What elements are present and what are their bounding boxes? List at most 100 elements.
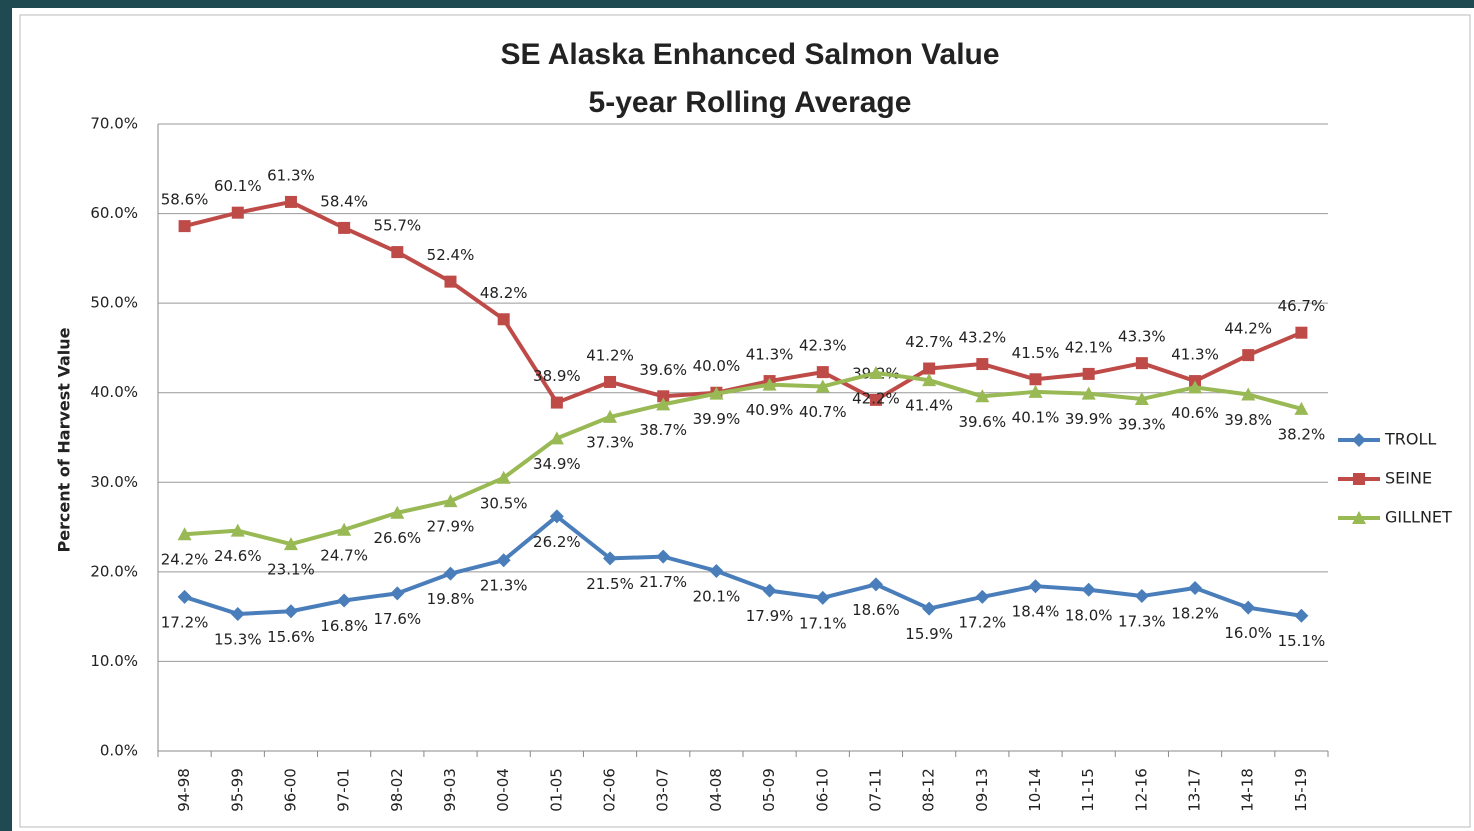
chart-border	[19, 14, 1471, 828]
series-line	[184, 199, 1303, 405]
marker	[231, 206, 244, 219]
marker	[230, 523, 245, 537]
y-tick-label: 0.0%	[100, 742, 138, 760]
data-label: 24.6%	[214, 547, 262, 565]
chart-title: SE Alaska Enhanced Salmon Value	[500, 38, 999, 71]
data-label: 16.8%	[320, 617, 368, 635]
data-label: 58.6%	[161, 191, 209, 209]
data-label: 40.7%	[799, 403, 847, 421]
marker	[1135, 357, 1148, 370]
y-tick-label: 50.0%	[90, 294, 138, 312]
marker	[815, 590, 830, 605]
marker	[443, 566, 458, 581]
x-tick-label: 99-03	[441, 768, 459, 812]
data-label: 17.1%	[799, 614, 847, 632]
data-label: 41.3%	[1171, 346, 1219, 364]
marker	[338, 221, 351, 234]
marker	[762, 583, 777, 598]
marker	[444, 275, 457, 288]
data-label: 43.3%	[1118, 328, 1166, 346]
data-label: 18.6%	[852, 601, 900, 619]
data-label: 58.4%	[320, 192, 368, 210]
data-label: 39.9%	[1065, 410, 1113, 428]
marker	[1353, 473, 1365, 485]
marker	[1029, 373, 1042, 386]
data-label: 41.3%	[746, 346, 794, 364]
marker	[1081, 582, 1096, 597]
data-label: 48.2%	[480, 284, 528, 302]
marker	[656, 397, 671, 411]
data-label: 61.3%	[267, 166, 315, 184]
marker	[496, 553, 511, 568]
y-tick-label: 10.0%	[90, 652, 138, 670]
marker	[709, 386, 724, 400]
marker	[975, 389, 990, 403]
marker	[1188, 380, 1203, 394]
marker	[549, 509, 564, 524]
marker	[1081, 386, 1096, 400]
x-tick-label: 03-07	[654, 768, 672, 812]
x-tick-label: 96-00	[281, 768, 299, 812]
marker	[975, 589, 990, 604]
data-label: 41.5%	[1012, 344, 1060, 362]
marker	[709, 563, 724, 578]
data-label: 42.7%	[905, 333, 953, 351]
marker	[337, 522, 352, 536]
x-tick-label: 11-15	[1079, 768, 1097, 812]
marker	[1134, 391, 1149, 405]
data-label: 43.2%	[958, 329, 1006, 347]
data-label: 34.9%	[533, 455, 581, 473]
x-tick-label: 15-19	[1292, 768, 1310, 812]
data-label: 46.7%	[1278, 297, 1326, 315]
marker	[922, 601, 937, 616]
x-tick-label: 97-01	[335, 768, 353, 812]
x-tick-label: 02-06	[601, 768, 619, 812]
data-label: 41.4%	[905, 397, 953, 415]
data-label: 15.6%	[267, 628, 315, 646]
marker	[283, 537, 298, 551]
marker	[549, 431, 564, 445]
data-label: 15.9%	[905, 625, 953, 643]
marker	[1295, 326, 1308, 339]
x-tick-label: 98-02	[388, 768, 406, 812]
marker	[1028, 384, 1043, 398]
data-label: 52.4%	[427, 246, 475, 264]
x-tick-label: 08-12	[920, 768, 938, 812]
data-label: 21.7%	[639, 573, 687, 591]
x-tick-label: 14-18	[1239, 768, 1257, 812]
data-label: 39.8%	[1224, 411, 1272, 429]
marker	[657, 390, 670, 403]
data-label: 15.1%	[1278, 632, 1326, 650]
y-axis-label: Percent of Harvest Value	[55, 327, 74, 552]
marker	[230, 606, 245, 621]
marker	[762, 377, 777, 391]
marker	[496, 470, 511, 484]
marker	[1188, 580, 1203, 595]
marker	[656, 549, 671, 564]
x-tick-label: 01-05	[547, 768, 565, 812]
x-tick-label: 94-98	[175, 768, 193, 812]
marker	[603, 409, 618, 423]
data-label: 40.9%	[746, 401, 794, 419]
data-label: 39.6%	[958, 413, 1006, 431]
series-line	[183, 514, 1302, 618]
marker	[869, 393, 882, 406]
data-label: 17.2%	[161, 613, 209, 631]
marker	[923, 362, 936, 375]
y-tick-label: 70.0%	[90, 115, 138, 133]
marker	[868, 577, 883, 592]
x-tick-label: 10-14	[1026, 768, 1044, 812]
marker	[1241, 600, 1256, 615]
series-line	[184, 371, 1302, 547]
marker	[443, 494, 458, 508]
marker	[1028, 579, 1043, 594]
data-label: 40.0%	[693, 357, 741, 375]
y-tick-label: 30.0%	[90, 473, 138, 491]
data-label: 17.3%	[1118, 613, 1166, 631]
marker	[815, 379, 830, 393]
marker	[390, 505, 405, 519]
data-label: 37.3%	[586, 433, 634, 451]
marker	[177, 589, 192, 604]
marker	[604, 375, 617, 388]
